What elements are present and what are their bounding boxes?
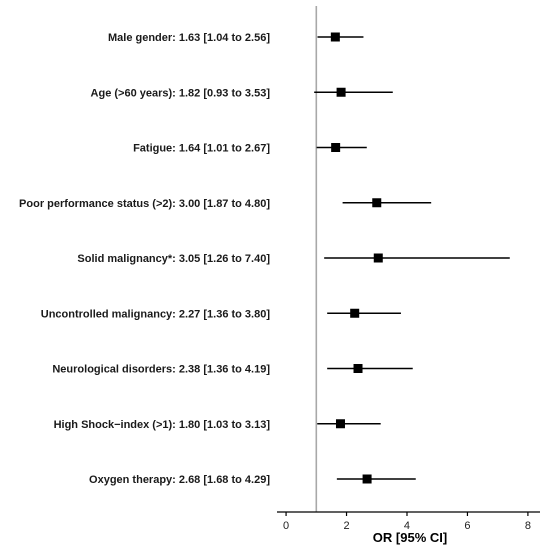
x-tick-label: 2 [343,520,349,532]
or-marker [373,253,383,263]
forest-row: Male gender: 1.63 [1.04 to 2.56] [108,32,364,44]
or-marker [350,308,360,318]
or-marker [372,198,382,208]
row-label: High Shock−index (>1): 1.80 [1.03 to 3.1… [54,419,271,431]
forest-row: Poor performance status (>2): 3.00 [1.87… [19,198,432,210]
row-label: Neurological disorders: 2.38 [1.36 to 4.… [52,364,270,376]
x-tick-label: 8 [525,520,531,532]
or-marker [336,87,346,97]
x-tick-label: 6 [464,520,470,532]
row-label: Fatigue: 1.64 [1.01 to 2.67] [133,143,270,155]
rows-layer: Male gender: 1.63 [1.04 to 2.56] Age (>60… [19,32,510,486]
or-marker [353,364,363,373]
forest-row: High Shock−index (>1): 1.80 [1.03 to 3.1… [54,419,381,431]
forest-row: Uncontrolled malignancy: 2.27 [1.36 to 3… [41,308,401,320]
or-marker [362,474,372,484]
row-label: Solid malignancy*: 3.05 [1.26 to 7.40] [77,253,270,265]
x-tick-label: 0 [283,520,289,532]
x-axis-label: OR [95% CI] [373,530,447,545]
forest-row: Age (>60 years): 1.82 [0.93 to 3.53] [91,87,393,99]
row-label: Age (>60 years): 1.82 [0.93 to 3.53] [91,87,271,99]
row-label: Oxygen therapy: 2.68 [1.68 to 4.29] [89,474,270,486]
forest-row: Fatigue: 1.64 [1.01 to 2.67] [133,143,367,155]
or-marker [330,32,340,42]
row-label: Male gender: 1.63 [1.04 to 2.56] [108,32,270,44]
x-axis: 0 2 4 6 8 [277,511,540,532]
forest-row: Neurological disorders: 2.38 [1.36 to 4.… [52,364,413,376]
forest-row: Oxygen therapy: 2.68 [1.68 to 4.29] [89,474,416,486]
or-marker [335,419,345,429]
forest-row: Solid malignancy*: 3.05 [1.26 to 7.40] [77,253,510,265]
row-label: Poor performance status (>2): 3.00 [1.87… [19,198,270,210]
x-tick-label: 4 [404,520,410,532]
or-marker [331,143,341,152]
row-label: Uncontrolled malignancy: 2.27 [1.36 to 3… [41,308,271,320]
